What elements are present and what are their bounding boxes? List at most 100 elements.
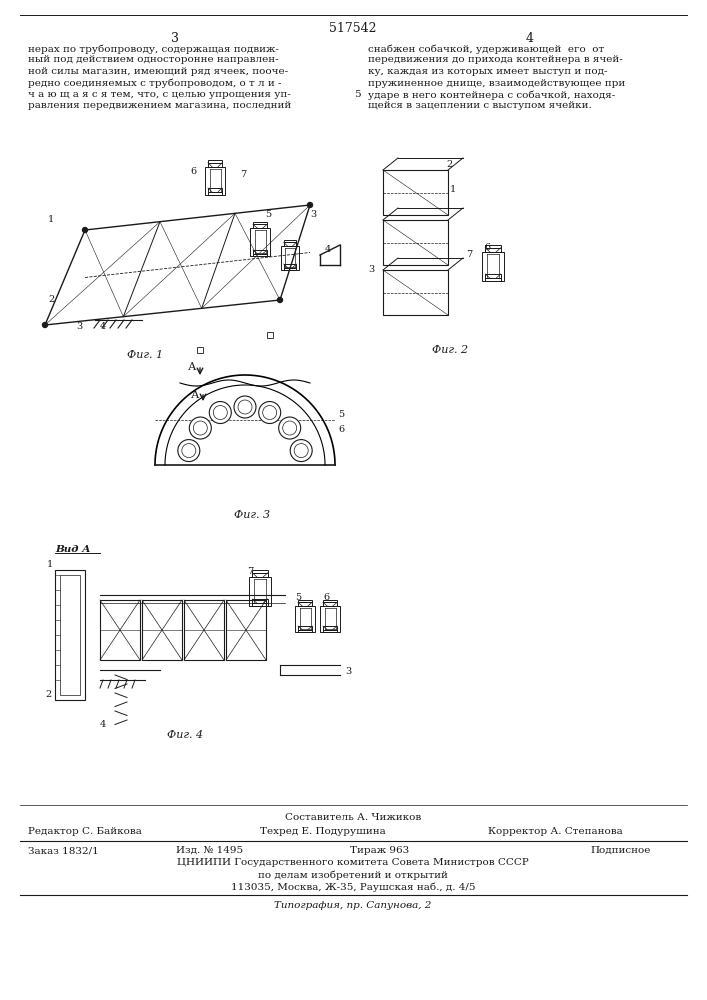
- Bar: [249, 577, 271, 606]
- Bar: [485, 278, 501, 281]
- Circle shape: [234, 396, 256, 418]
- Text: 6: 6: [190, 167, 196, 176]
- Text: 4: 4: [100, 720, 106, 729]
- Circle shape: [209, 402, 231, 424]
- Text: ный под действием односторонне направлен-: ный под действием односторонне направлен…: [28, 55, 279, 64]
- Text: редно соединяемых с трубопроводом, о т л и -: редно соединяемых с трубопроводом, о т л…: [28, 79, 281, 88]
- Text: ку, каждая из которых имеет выступ и под-: ку, каждая из которых имеет выступ и под…: [368, 67, 607, 76]
- Text: 2: 2: [45, 690, 51, 699]
- Bar: [208, 188, 222, 192]
- Text: 4: 4: [325, 245, 332, 254]
- Bar: [205, 167, 225, 195]
- Text: 6: 6: [484, 243, 490, 252]
- Text: нерах по трубопроводу, содержащая подвиж-: нерах по трубопроводу, содержащая подвиж…: [28, 44, 279, 53]
- Text: по делам изобретений и открытий: по делам изобретений и открытий: [258, 870, 448, 880]
- Bar: [323, 626, 337, 630]
- Bar: [281, 246, 299, 270]
- Text: передвижения до прихода контейнера в ячей-: передвижения до прихода контейнера в яче…: [368, 55, 623, 64]
- Bar: [298, 600, 312, 602]
- Text: Составитель А. Чижиков: Составитель А. Чижиков: [285, 813, 421, 822]
- Text: 2: 2: [48, 295, 54, 304]
- Text: Фиг. 1: Фиг. 1: [127, 350, 163, 360]
- Text: Типография, пр. Сапунова, 2: Типография, пр. Сапунова, 2: [274, 901, 432, 910]
- Bar: [208, 160, 222, 163]
- Bar: [253, 254, 267, 256]
- Text: ЦНИИПИ Государственного комитета Совета Министров СССР: ЦНИИПИ Государственного комитета Совета …: [177, 858, 529, 867]
- Text: равления передвижением магазина, последний: равления передвижением магазина, последн…: [28, 102, 291, 110]
- Bar: [100, 600, 140, 660]
- Text: 1: 1: [450, 185, 456, 194]
- Circle shape: [42, 322, 47, 328]
- Text: Подписное: Подписное: [590, 846, 650, 855]
- Circle shape: [278, 298, 283, 302]
- Text: 2: 2: [446, 160, 452, 169]
- Text: ной силы магазин, имеющий ряд ячеек, поочe-: ной силы магазин, имеющий ряд ячеек, поо…: [28, 67, 288, 76]
- Bar: [253, 224, 267, 228]
- Bar: [323, 600, 337, 602]
- Bar: [252, 599, 268, 603]
- Text: ч а ю щ а я с я тем, что, с целью упрощения уп-: ч а ю щ а я с я тем, что, с целью упроще…: [28, 90, 291, 99]
- Text: Техред Е. Подурушина: Техред Е. Подурушина: [260, 827, 386, 836]
- Text: Фиг. 3: Фиг. 3: [234, 510, 270, 520]
- Bar: [253, 250, 267, 254]
- Text: 7: 7: [466, 250, 472, 259]
- Bar: [298, 602, 312, 606]
- Bar: [485, 248, 501, 252]
- Bar: [253, 222, 267, 224]
- Text: 1: 1: [47, 560, 53, 569]
- Text: 5: 5: [265, 210, 271, 219]
- Bar: [197, 347, 204, 353]
- Circle shape: [308, 202, 312, 208]
- Circle shape: [189, 417, 211, 439]
- Bar: [252, 570, 268, 573]
- Bar: [142, 600, 182, 660]
- Text: снабжен собачкой, удерживающей  его  от: снабжен собачкой, удерживающей его от: [368, 44, 604, 53]
- Bar: [298, 626, 312, 630]
- Text: 3: 3: [368, 265, 374, 274]
- Text: 6: 6: [338, 425, 344, 434]
- Bar: [55, 570, 85, 700]
- Text: 5: 5: [338, 410, 344, 419]
- Bar: [485, 245, 501, 248]
- Text: щейся в зацеплении с выступом ячейки.: щейся в зацеплении с выступом ячейки.: [368, 102, 592, 110]
- Bar: [267, 332, 273, 338]
- Circle shape: [259, 402, 281, 424]
- Circle shape: [83, 228, 88, 232]
- Bar: [383, 220, 448, 265]
- Text: 4: 4: [526, 32, 534, 45]
- Bar: [284, 268, 296, 270]
- Text: 6: 6: [323, 593, 329, 602]
- Bar: [383, 170, 448, 215]
- Text: 517542: 517542: [329, 22, 377, 35]
- Bar: [208, 163, 222, 167]
- Bar: [298, 630, 312, 632]
- Text: Изд. № 1495: Изд. № 1495: [177, 846, 244, 855]
- Bar: [284, 240, 296, 242]
- Text: Корректор А. Степанова: Корректор А. Степанова: [488, 827, 623, 836]
- Text: 7: 7: [240, 170, 246, 179]
- Text: 3: 3: [171, 32, 179, 45]
- Circle shape: [290, 440, 312, 462]
- Text: 4: 4: [100, 322, 106, 331]
- Bar: [320, 606, 340, 632]
- Bar: [208, 192, 222, 195]
- Bar: [252, 573, 268, 577]
- Text: 5: 5: [295, 593, 301, 602]
- Text: 5: 5: [354, 90, 361, 99]
- Bar: [284, 242, 296, 246]
- Bar: [482, 252, 504, 281]
- Text: 3: 3: [76, 322, 82, 331]
- Bar: [323, 630, 337, 632]
- Bar: [184, 600, 224, 660]
- Text: Редактор С. Байкова: Редактор С. Байкова: [28, 827, 142, 836]
- Bar: [250, 228, 270, 256]
- Text: А: А: [188, 362, 196, 372]
- Bar: [284, 264, 296, 268]
- Text: пружиненное днище, взаимодействующее при: пружиненное днище, взаимодействующее при: [368, 79, 625, 88]
- Text: Заказ 1832/1: Заказ 1832/1: [28, 846, 99, 855]
- Text: ударе в него контейнера с собачкой, находя-: ударе в него контейнера с собачкой, нахо…: [368, 90, 615, 100]
- Text: 1: 1: [48, 215, 54, 224]
- Bar: [295, 606, 315, 632]
- Bar: [323, 602, 337, 606]
- Text: 113035, Москва, Ж-35, Раушская наб., д. 4/5: 113035, Москва, Ж-35, Раушская наб., д. …: [230, 882, 475, 892]
